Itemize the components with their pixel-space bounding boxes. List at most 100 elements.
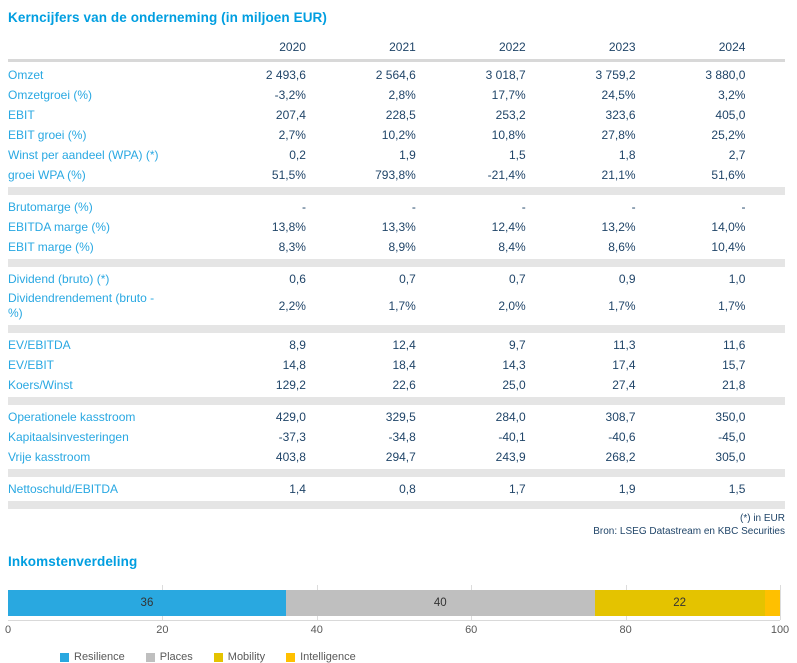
- table-row: Brutomarge (%) - - - - -: [8, 197, 785, 217]
- row-value: 294,7: [385, 450, 416, 464]
- row-value: 3 880,0: [705, 68, 746, 82]
- row-label: Omzet: [8, 67, 44, 82]
- row-value: 27,4: [612, 378, 636, 392]
- x-tick-label: 80: [619, 624, 632, 636]
- row-value: 8,9%: [388, 240, 416, 254]
- row-value: 15,7: [722, 358, 746, 372]
- x-tick-label: 40: [310, 624, 323, 636]
- row-value: 27,8%: [601, 128, 636, 142]
- row-label: Kapitaalsinvesteringen: [8, 429, 129, 444]
- row-value: 13,8%: [271, 220, 306, 234]
- row-value: 1,8: [618, 148, 636, 162]
- row-label: Brutomarge (%): [8, 199, 93, 214]
- row-value: 253,2: [495, 108, 526, 122]
- group-separator: [8, 259, 785, 267]
- table-row: EBIT groei (%) 2,7% 10,2% 10,8% 27,8% 25,2%: [8, 125, 785, 145]
- row-value: 10,4%: [711, 240, 746, 254]
- table-row: Nettoschuld/EBITDA 1,4 0,8 1,7 1,9 1,5: [8, 479, 785, 499]
- row-value: 0,9: [618, 272, 636, 286]
- row-value: 1,7: [509, 482, 526, 496]
- row-value: 2,7: [728, 148, 746, 162]
- row-label: EBIT: [8, 107, 35, 122]
- row-value: 51,5%: [271, 168, 306, 182]
- row-value: 2,8%: [388, 88, 416, 102]
- legend-item-resilience: Resilience: [60, 651, 125, 663]
- row-label: EV/EBITDA: [8, 337, 71, 352]
- row-value: 8,4%: [498, 240, 526, 254]
- table-row: Dividendrendement (bruto - %) 2,2% 1,7% 2,0…: [8, 289, 785, 323]
- row-value: 2 493,6: [265, 68, 306, 82]
- bar-segment-label: 36: [140, 597, 154, 609]
- table-row: EBIT 207,4 228,5 253,2 323,6 405,0: [8, 105, 785, 125]
- row-value: 1,5: [509, 148, 526, 162]
- bar-segment-mobility: 22: [594, 590, 765, 616]
- legend-swatch-mobility: [213, 652, 223, 662]
- row-value: 0,7: [509, 272, 526, 286]
- table-header-row: 2020 2021 2022 2023 2024: [8, 37, 785, 57]
- row-value: 793,8%: [375, 168, 416, 182]
- chart-title: Inkomstenverdeling: [8, 554, 138, 569]
- row-value: 13,2%: [601, 220, 636, 234]
- x-tick-label: 60: [465, 624, 478, 636]
- row-value: 268,2: [605, 450, 636, 464]
- table-row: EBIT marge (%) 8,3% 8,9% 8,4% 8,6% 10,4%: [8, 237, 785, 257]
- row-value: 2,7%: [278, 128, 306, 142]
- row-value: 1,9: [618, 482, 636, 496]
- row-value: -34,8: [388, 430, 416, 444]
- year-header: 2020: [279, 40, 306, 54]
- key-figures-table: 2020 2021 2022 2023 2024 Omzet 2 493,6 2 564,6…: [8, 37, 785, 509]
- row-value: 350,0: [715, 410, 746, 424]
- row-value: 22,6: [392, 378, 416, 392]
- row-value: 25,0: [502, 378, 526, 392]
- row-value: 1,7%: [608, 299, 636, 313]
- income-distribution-chart: 36 40 22 0 20 40 60 80 100 Resilience Places Mobi…: [5, 585, 789, 663]
- bar-segment-places: 40: [285, 590, 595, 616]
- row-label: Koers/Winst: [8, 377, 73, 392]
- legend-label: Resilience: [74, 651, 125, 663]
- table-row: Winst per aandeel (WPA) (*) 0,2 1,9 1,5 1,8 2…: [8, 145, 785, 165]
- row-value: 17,4: [612, 358, 636, 372]
- table-row: Koers/Winst 129,2 22,6 25,0 27,4 21,8: [8, 375, 785, 395]
- table-row: EV/EBITDA 8,9 12,4 9,7 11,3 11,6: [8, 335, 785, 355]
- row-value: 25,2%: [711, 128, 746, 142]
- row-value: 21,8: [722, 378, 746, 392]
- bar-segment-label: 40: [433, 597, 447, 609]
- plot-area: 36 40 22: [8, 585, 781, 621]
- row-value: 129,2: [275, 378, 306, 392]
- income-distribution-section: Inkomstenverdeling 36 40 22 0 20 40 60 80 100 R…: [5, 554, 789, 663]
- row-value: 403,8: [275, 450, 306, 464]
- row-value: 0,2: [289, 148, 306, 162]
- row-value: 308,7: [605, 410, 636, 424]
- row-label: Vrije kasstroom: [8, 449, 91, 464]
- row-value: -40,1: [498, 430, 526, 444]
- table-row: Vrije kasstroom 403,8 294,7 243,9 268,2 305,0: [8, 447, 785, 467]
- table-row: EBITDA marge (%) 13,8% 13,3% 12,4% 13,2% 14,0…: [8, 217, 785, 237]
- row-value: 51,6%: [711, 168, 746, 182]
- row-value: 10,2%: [381, 128, 416, 142]
- row-value: 0,7: [399, 272, 416, 286]
- table-title: Kerncijfers van de onderneming (in miljo…: [8, 10, 328, 25]
- row-label: Nettoschuld/EBITDA: [8, 481, 119, 496]
- row-value: -: [741, 200, 746, 214]
- table-row: Omzetgroei (%) -3,2% 2,8% 17,7% 24,5% 3,2%: [8, 85, 785, 105]
- row-value: 305,0: [715, 450, 746, 464]
- legend-swatch-resilience: [60, 652, 69, 662]
- row-label: Dividend (bruto) (*): [8, 271, 110, 286]
- table-footnotes: (*) in EUR Bron: LSEG Datastream en KBC …: [8, 512, 785, 538]
- row-label: EBIT groei (%): [8, 127, 87, 142]
- row-value: 12,4: [392, 338, 416, 352]
- row-label: Operationele kasstroom: [8, 409, 136, 424]
- row-label: EBIT marge (%): [8, 239, 94, 254]
- row-value: -: [411, 200, 416, 214]
- row-label: Dividendrendement (bruto - %): [8, 291, 155, 320]
- row-value: -: [631, 200, 636, 214]
- bar-segment-intelligence: [764, 590, 780, 616]
- row-value: 8,9: [289, 338, 306, 352]
- row-value: -: [521, 200, 526, 214]
- x-axis: 0 20 40 60 80 100: [5, 621, 789, 638]
- table-row: Operationele kasstroom 429,0 329,5 284,0 308…: [8, 407, 785, 427]
- row-value: 21,1%: [601, 168, 636, 182]
- row-value: -40,6: [608, 430, 636, 444]
- year-header: 2021: [389, 40, 416, 54]
